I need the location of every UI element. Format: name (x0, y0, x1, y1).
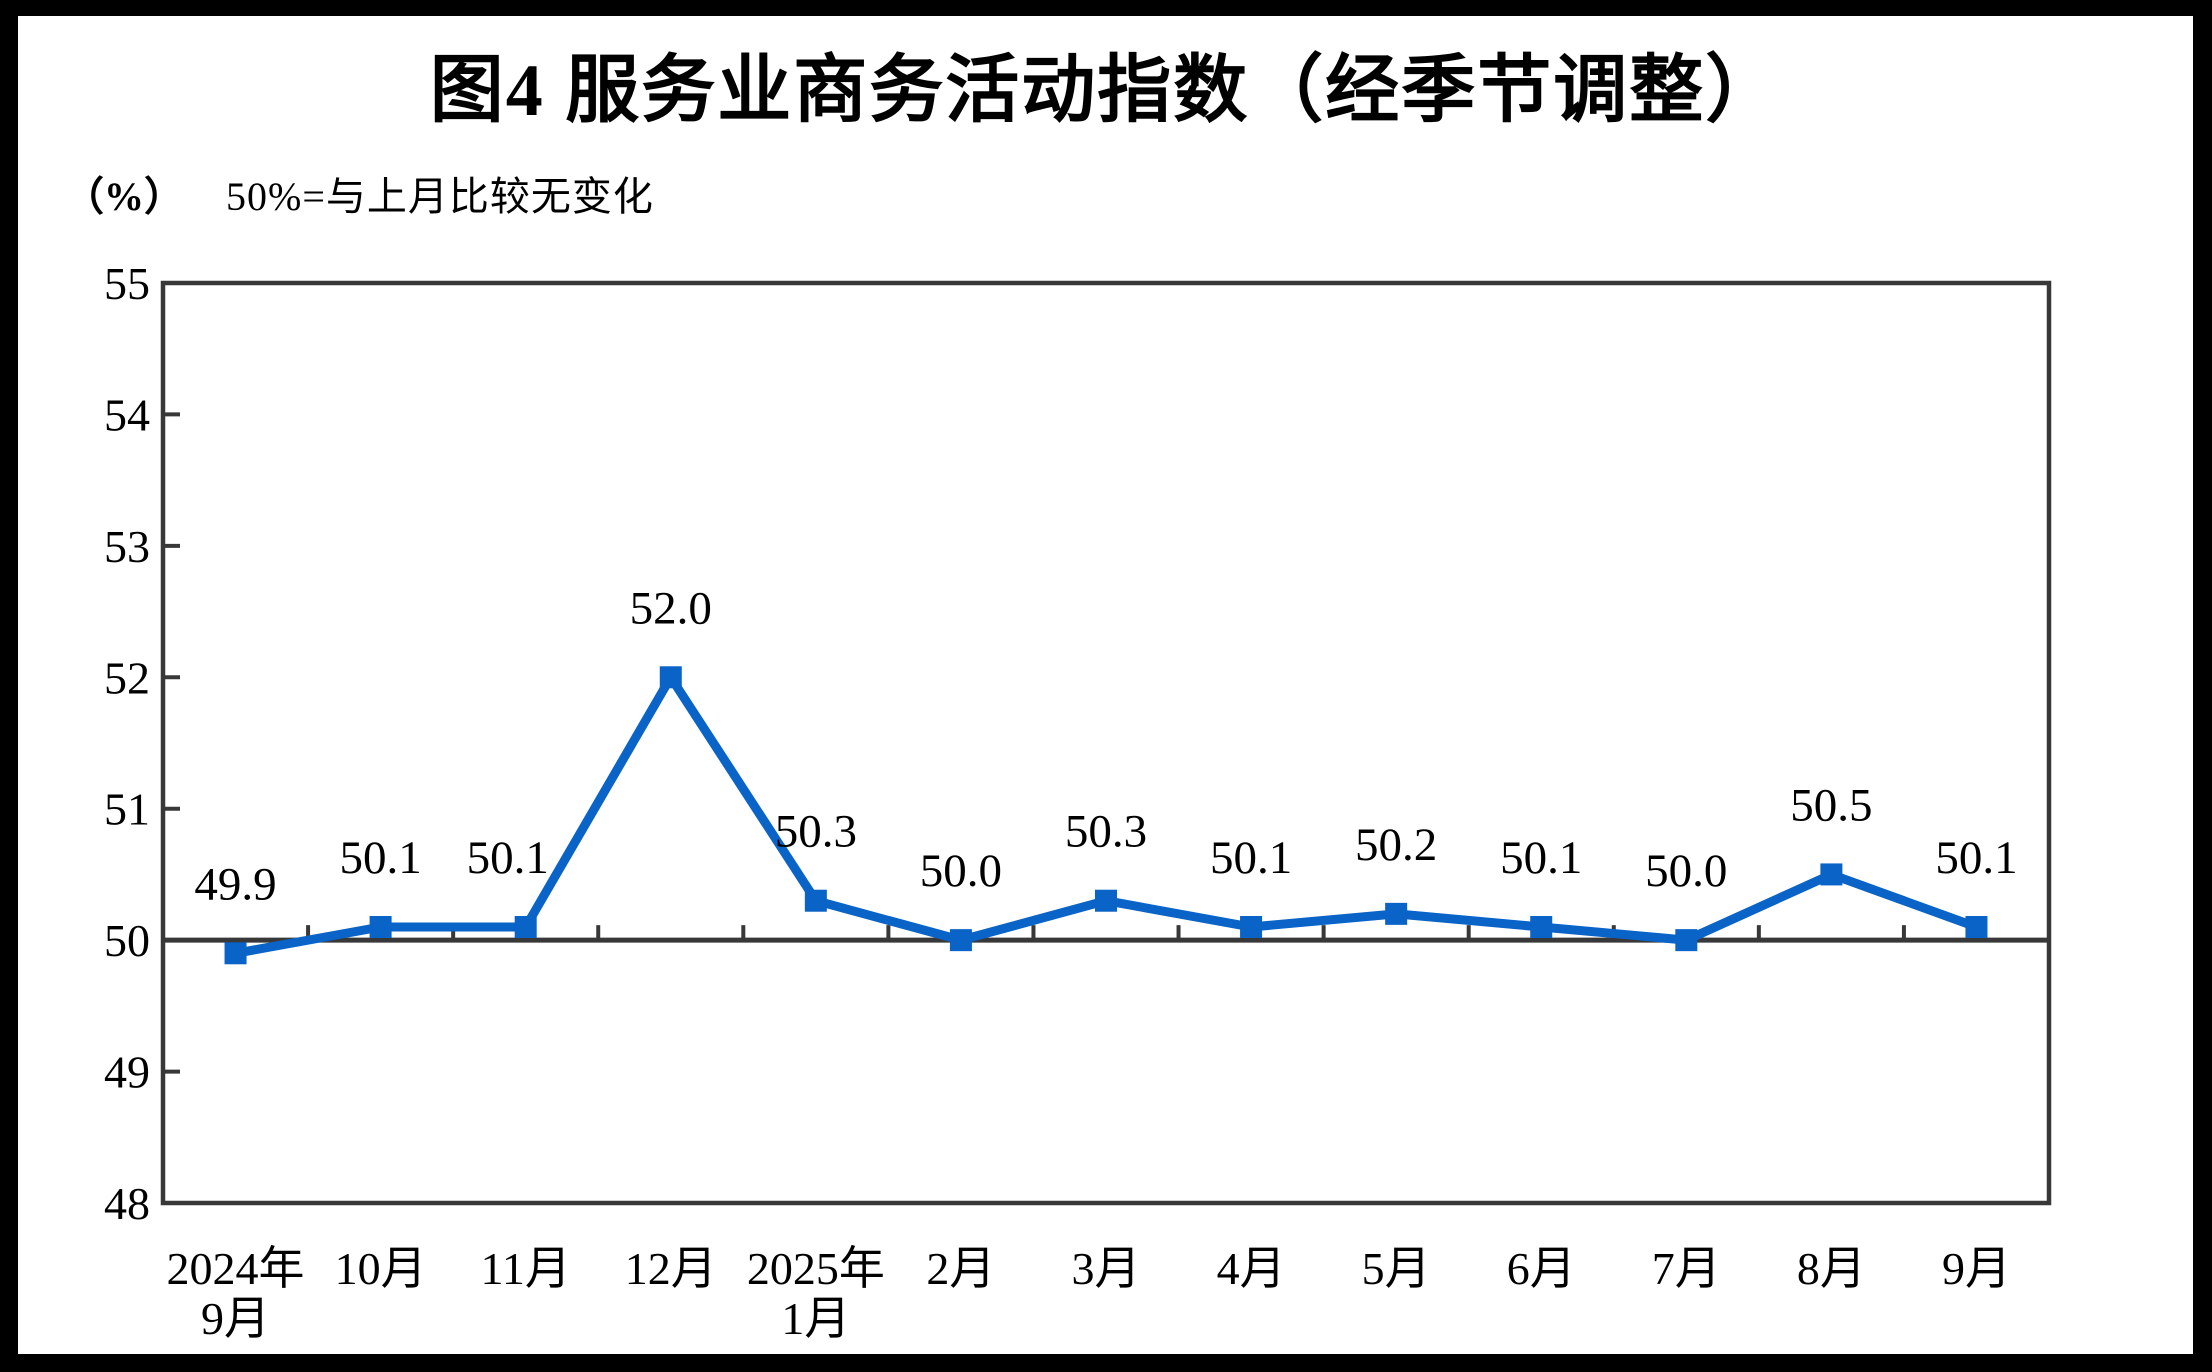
data-point-label: 50.0 (1645, 845, 1727, 897)
data-point-marker (1675, 929, 1698, 952)
data-point-marker (1240, 916, 1263, 938)
x-axis-label: 4月 (1217, 1243, 1286, 1294)
y-axis-label: 49 (104, 1047, 150, 1098)
x-axis-label: 9月 (201, 1293, 270, 1344)
data-point-label: 50.0 (920, 845, 1002, 897)
data-point-label: 50.5 (1790, 779, 1872, 831)
data-point-marker (1965, 916, 1988, 938)
x-axis-label: 3月 (1072, 1243, 1141, 1294)
x-axis-label: 7月 (1652, 1243, 1721, 1294)
y-axis-label: 52 (104, 652, 150, 703)
data-point-label: 50.1 (1210, 832, 1292, 884)
y-axis-unit-label: （%） (64, 174, 184, 219)
data-point-label: 50.1 (1500, 832, 1582, 884)
data-point-label: 49.9 (194, 858, 276, 910)
x-axis-label: 8月 (1797, 1243, 1866, 1294)
x-axis-label: 12月 (625, 1243, 717, 1294)
x-axis-label: 5月 (1362, 1243, 1431, 1294)
x-axis-label: 11月 (481, 1243, 571, 1294)
y-axis-label: 54 (104, 389, 150, 440)
x-axis-label: 2025年 (747, 1243, 885, 1294)
data-point-marker (1820, 863, 1843, 886)
data-point-marker (659, 666, 682, 689)
y-axis-label: 51 (104, 784, 150, 835)
x-axis-label: 9月 (1942, 1243, 2011, 1294)
reference-note: 50%=与上月比较无变化 (226, 174, 654, 219)
y-axis-label: 50 (104, 915, 150, 966)
y-axis-label: 53 (104, 521, 150, 572)
data-point-marker (949, 929, 972, 952)
data-point-marker (1385, 902, 1408, 925)
chart-title: 图4 服务业商务活动指数（经季节调整） (429, 50, 1782, 132)
data-point-label: 50.3 (1065, 806, 1147, 858)
x-axis-label: 2024年 (167, 1243, 305, 1294)
data-point-marker (1530, 916, 1553, 938)
data-point-marker (224, 942, 247, 965)
data-point-marker (1095, 889, 1117, 912)
x-axis-label: 2月 (926, 1243, 995, 1294)
data-point-label: 52.0 (630, 582, 712, 634)
y-axis-label: 48 (104, 1178, 150, 1229)
chart-subtitle: （%） 50%=与上月比较无变化 (64, 164, 654, 222)
x-axis-label: 6月 (1507, 1243, 1576, 1294)
data-point-marker (369, 916, 392, 938)
x-axis-label: 10月 (335, 1243, 427, 1294)
data-point-label: 50.2 (1355, 819, 1437, 871)
data-point-marker (514, 916, 537, 938)
plot-area-border (160, 280, 2052, 1206)
data-point-marker (804, 889, 827, 912)
data-point-label: 50.1 (339, 832, 421, 884)
data-point-label: 50.1 (467, 832, 549, 884)
data-point-label: 50.3 (775, 806, 857, 858)
x-axis-label: 1月 (781, 1293, 850, 1344)
chart-canvas: 图4 服务业商务活动指数（经季节调整） （%） 50%=与上月比较无变化 (18, 16, 2193, 1354)
data-point-label: 50.1 (1935, 832, 2017, 884)
y-axis-label: 55 (104, 258, 150, 309)
